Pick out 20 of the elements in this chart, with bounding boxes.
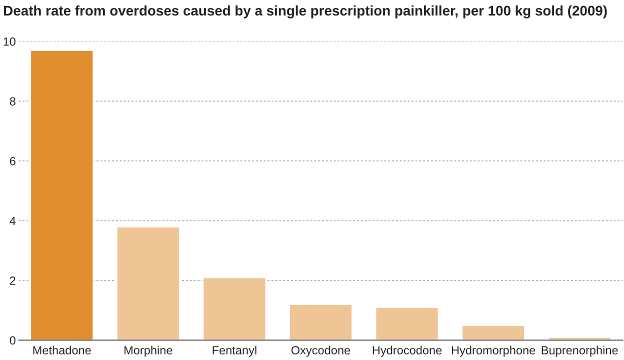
bar [202, 276, 267, 340]
x-tick-label: Morphine [124, 346, 172, 357]
x-tick-label: Buprenorphine [542, 346, 618, 357]
bar [288, 304, 353, 340]
x-tick-label: Oxycodone [291, 346, 350, 357]
y-tick-label: 6 [10, 156, 16, 166]
bar [30, 50, 94, 340]
bar [461, 324, 526, 340]
y-tick-label: 8 [10, 97, 16, 106]
y-tick-label: 0 [10, 336, 16, 345]
x-tick-label: Hydrocodone [372, 346, 442, 357]
bar [116, 226, 180, 340]
y-tick-label: 4 [10, 216, 16, 225]
y-tick-label: 2 [10, 276, 16, 285]
x-tick-label: Methadone [33, 346, 91, 354]
x-tick-label: Hydromorphone [452, 346, 536, 357]
x-tick-label: Fentanyl [212, 346, 256, 357]
bar [374, 306, 440, 340]
chart-title: Death rate from overdoses caused by a single prescription painkiller, per 100 kg sold (2009) [4, 5, 607, 18]
y-tick-label: 10 [4, 37, 16, 46]
